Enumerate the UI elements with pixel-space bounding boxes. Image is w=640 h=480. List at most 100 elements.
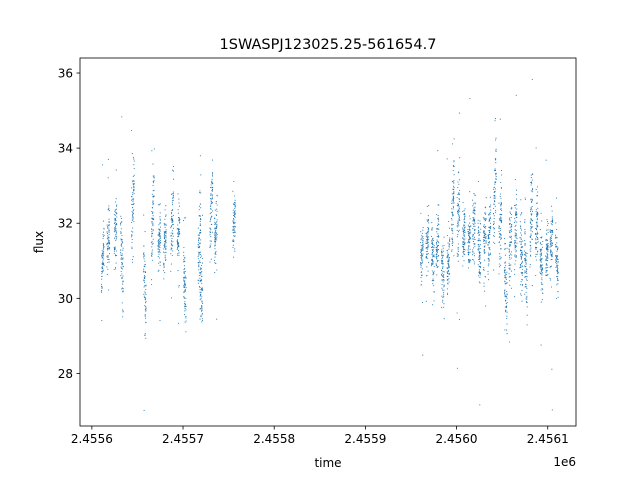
data-point (185, 277, 187, 279)
data-point (431, 227, 433, 229)
data-point (479, 223, 481, 225)
data-point (113, 237, 116, 239)
data-point (514, 256, 517, 258)
data-point (524, 244, 526, 246)
data-point (443, 296, 445, 298)
data-point (489, 226, 491, 228)
data-point (525, 261, 527, 264)
data-point (436, 246, 438, 248)
data-point (530, 208, 532, 210)
data-point (487, 238, 489, 240)
data-point (171, 254, 173, 257)
data-point (106, 256, 108, 258)
data-point (521, 260, 523, 262)
data-point (102, 164, 104, 166)
data-point (549, 239, 551, 241)
data-point (531, 201, 533, 204)
data-point (441, 258, 443, 260)
data-point (541, 264, 544, 266)
data-point (431, 239, 433, 241)
data-point (505, 310, 507, 312)
data-point (201, 314, 203, 316)
data-point (529, 209, 531, 211)
data-point (448, 245, 450, 247)
data-point (431, 249, 433, 251)
data-point (234, 230, 236, 232)
data-point (498, 225, 500, 227)
data-point (145, 317, 147, 319)
data-point (488, 226, 490, 228)
data-point (427, 219, 429, 221)
data-point (472, 258, 474, 261)
data-point (144, 263, 146, 265)
data-point (485, 226, 487, 228)
data-point (457, 211, 459, 213)
data-point (464, 217, 466, 219)
data-point (132, 192, 134, 194)
data-point (178, 252, 180, 254)
data-point (184, 268, 186, 270)
data-point (555, 236, 557, 238)
data-point (211, 198, 213, 200)
data-point (103, 244, 105, 246)
data-point (159, 216, 161, 218)
data-point (428, 218, 430, 220)
data-point (494, 118, 497, 120)
data-point (545, 159, 547, 161)
data-point (144, 333, 146, 335)
data-point (151, 212, 154, 215)
data-point (199, 269, 202, 271)
data-point (494, 183, 496, 185)
data-point (143, 270, 145, 272)
data-point (431, 256, 434, 258)
data-point (500, 222, 502, 224)
data-point (436, 228, 438, 230)
data-point (556, 263, 558, 265)
data-point (132, 175, 134, 177)
data-point (474, 243, 476, 245)
data-point (515, 246, 517, 248)
data-point (151, 193, 153, 195)
data-point (531, 198, 533, 200)
data-point (546, 270, 548, 272)
data-point (498, 230, 500, 233)
data-point (426, 242, 429, 244)
data-point (157, 256, 159, 258)
data-point (431, 262, 433, 264)
data-point (185, 287, 187, 289)
data-point (121, 264, 123, 266)
data-point (506, 311, 508, 313)
data-point (159, 241, 161, 243)
data-point (160, 242, 162, 244)
data-point (144, 255, 146, 257)
data-point (159, 244, 161, 246)
data-point (484, 212, 486, 214)
data-point (493, 221, 495, 223)
data-point (526, 280, 528, 282)
data-point (456, 312, 458, 314)
data-point (478, 256, 480, 258)
data-point (521, 246, 523, 248)
data-point (108, 289, 110, 291)
data-point (472, 235, 474, 237)
data-point (524, 270, 526, 272)
data-point (143, 279, 145, 281)
data-point (215, 214, 217, 216)
data-point (431, 253, 433, 255)
data-point (495, 139, 497, 141)
data-point (549, 278, 551, 280)
data-point (103, 228, 105, 230)
data-point (201, 320, 203, 322)
data-point (431, 251, 434, 253)
data-point (463, 230, 465, 232)
data-point (159, 232, 161, 234)
data-point (499, 236, 501, 238)
data-point (555, 234, 557, 236)
data-point (233, 214, 236, 216)
data-point (200, 292, 202, 294)
data-point (441, 307, 443, 309)
data-point (233, 180, 235, 183)
data-point (546, 255, 548, 257)
data-point (163, 265, 165, 267)
data-point (165, 242, 167, 244)
